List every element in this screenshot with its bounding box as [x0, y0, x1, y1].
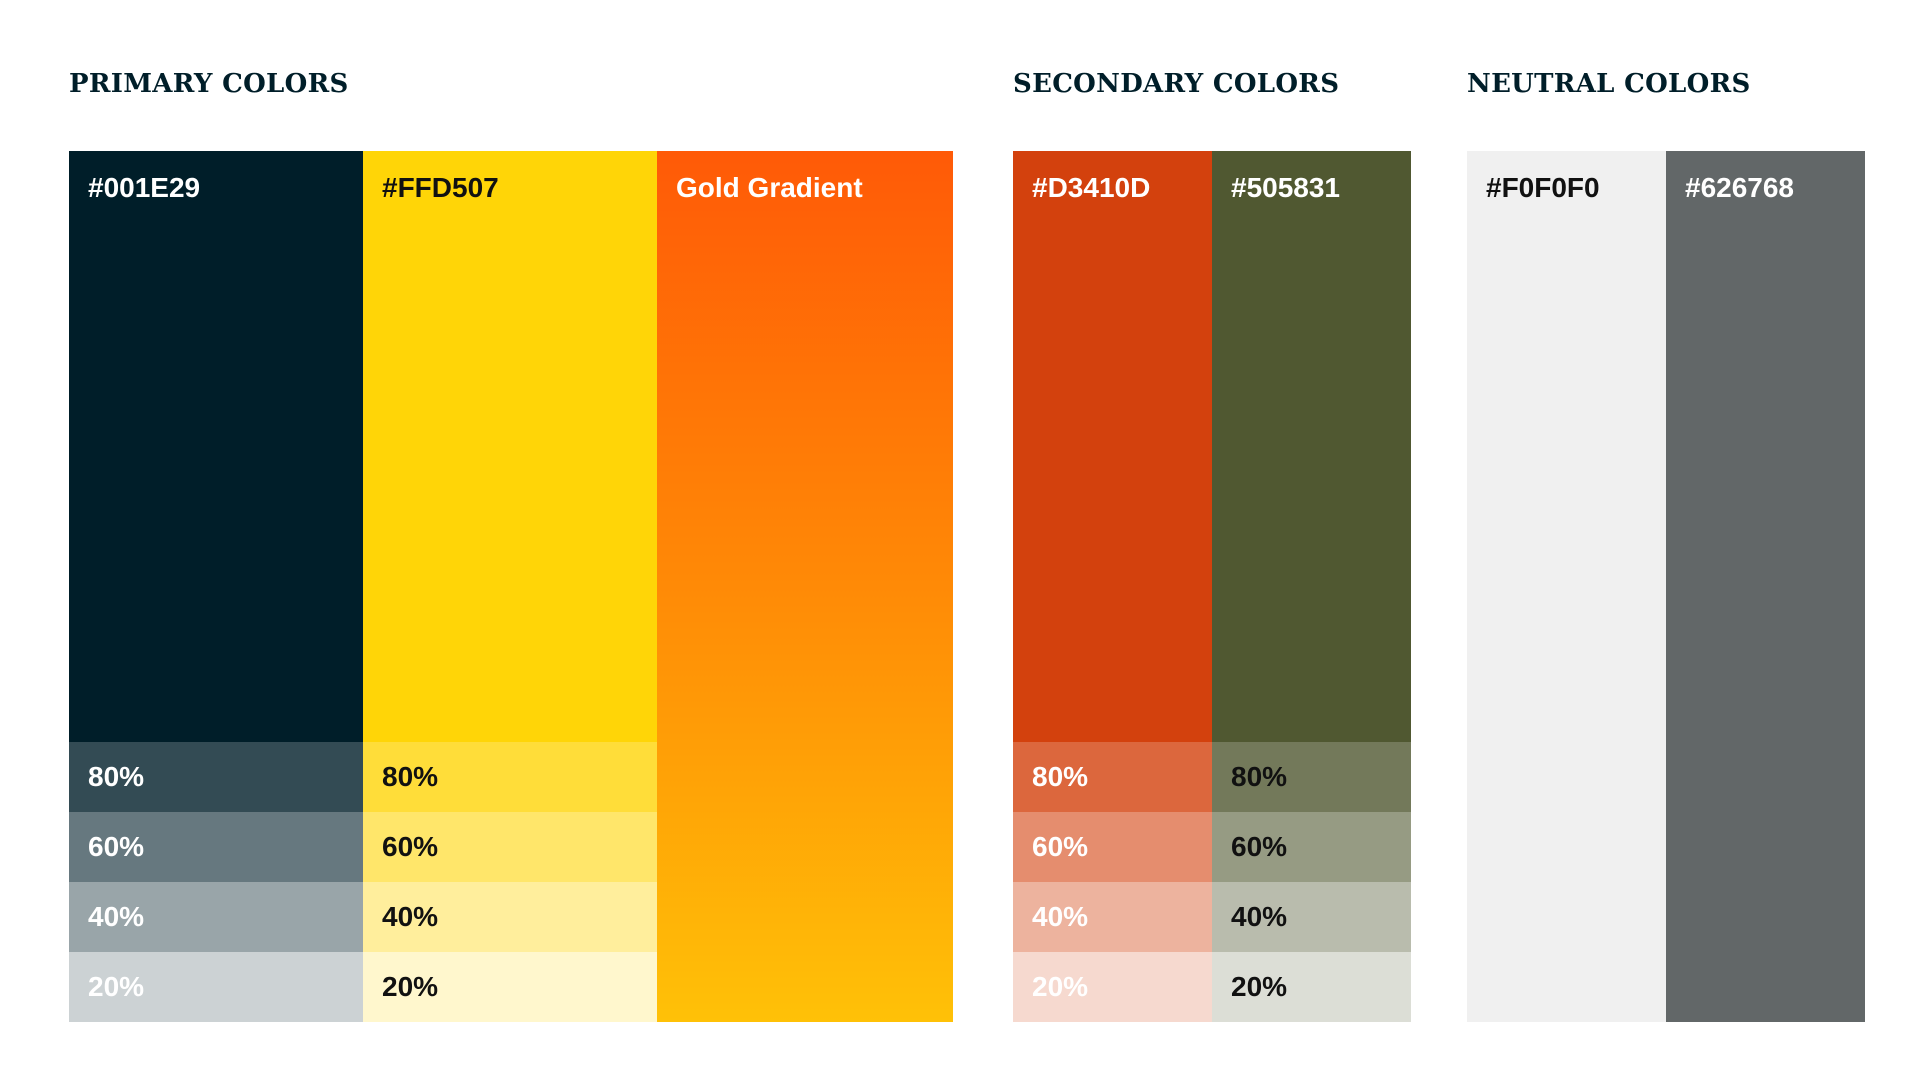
tint-20: 20%: [69, 952, 363, 1022]
tint-40: 40%: [1013, 882, 1212, 952]
tint-40: 40%: [1212, 882, 1411, 952]
tint-60: 60%: [69, 812, 363, 882]
swatch-navy: #001E29 80% 60% 40% 20%: [69, 151, 363, 1022]
primary-colors-heading: PRIMARY COLORS: [69, 69, 349, 99]
swatch-light-grey: #F0F0F0: [1467, 151, 1666, 1022]
secondary-colors-palette: #D3410D 80% 60% 40% 20% #505831 80% 60% …: [1013, 151, 1411, 1022]
tint-60: 60%: [1212, 812, 1411, 882]
swatch-dark-grey: #626768: [1666, 151, 1865, 1022]
tint-40: 40%: [363, 882, 657, 952]
tint-20: 20%: [363, 952, 657, 1022]
tint-20: 20%: [1212, 952, 1411, 1022]
swatch-olive: #505831 80% 60% 40% 20%: [1212, 151, 1411, 1022]
tint-80: 80%: [69, 742, 363, 812]
swatch-gold-gradient-label: Gold Gradient: [676, 172, 863, 203]
neutral-colors-palette: #F0F0F0 #626768: [1467, 151, 1865, 1022]
swatch-gold-gradient: Gold Gradient: [657, 151, 953, 1022]
swatch-red-label: #D3410D: [1013, 151, 1212, 742]
neutral-colors-heading: NEUTRAL COLORS: [1467, 69, 1751, 99]
secondary-colors-heading: SECONDARY COLORS: [1013, 69, 1340, 99]
tint-80: 80%: [363, 742, 657, 812]
tint-80: 80%: [1013, 742, 1212, 812]
swatch-yellow-label: #FFD507: [363, 151, 657, 742]
tint-80: 80%: [1212, 742, 1411, 812]
tint-60: 60%: [1013, 812, 1212, 882]
tint-40: 40%: [69, 882, 363, 952]
swatch-olive-label: #505831: [1212, 151, 1411, 742]
swatch-navy-label: #001E29: [69, 151, 363, 742]
swatch-light-grey-label: #F0F0F0: [1467, 151, 1666, 1022]
primary-colors-palette: #001E29 80% 60% 40% 20% #FFD507 80% 60% …: [69, 151, 953, 1022]
tint-60: 60%: [363, 812, 657, 882]
swatch-red: #D3410D 80% 60% 40% 20%: [1013, 151, 1212, 1022]
swatch-dark-grey-label: #626768: [1666, 151, 1865, 1022]
tint-20: 20%: [1013, 952, 1212, 1022]
swatch-yellow: #FFD507 80% 60% 40% 20%: [363, 151, 657, 1022]
